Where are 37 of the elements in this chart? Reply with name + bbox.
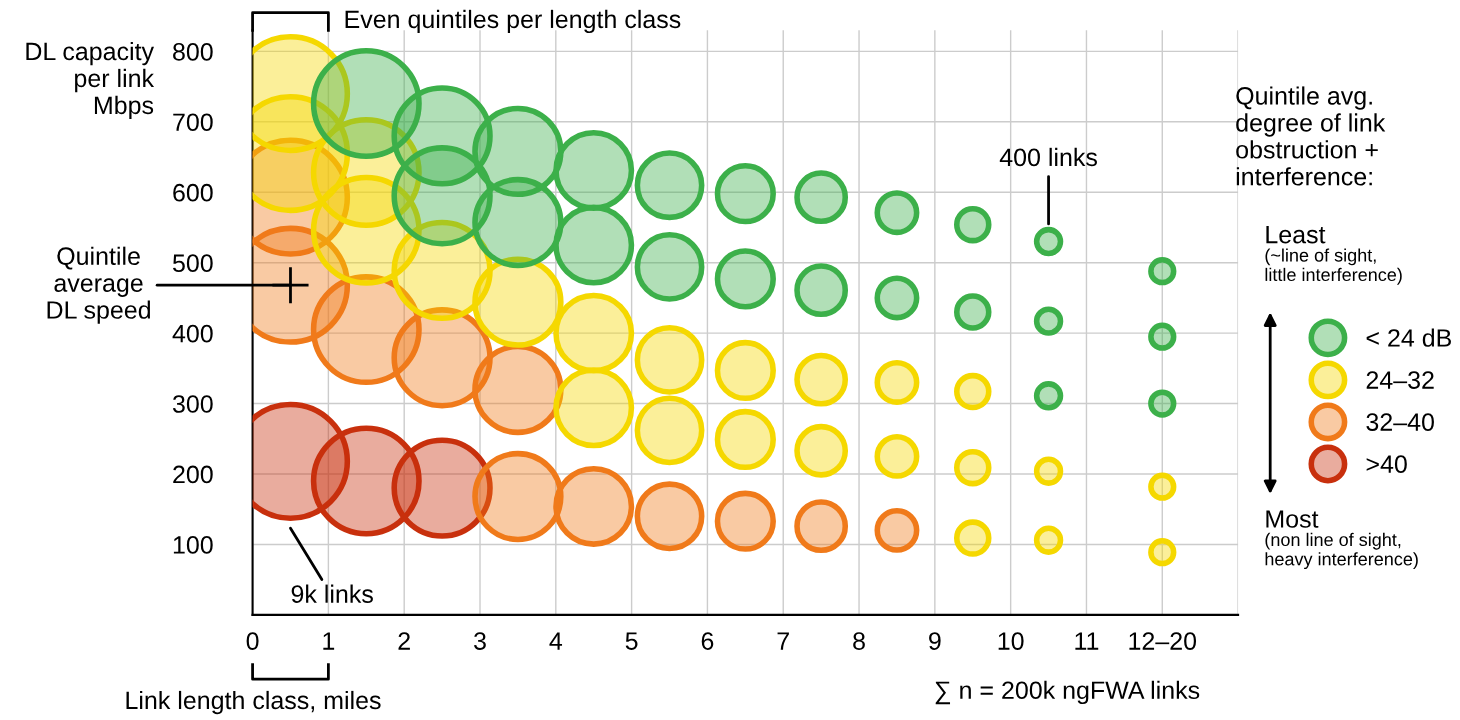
text: Least [1266, 226, 1326, 244]
y-tick-label: 400 [172, 324, 213, 343]
x-tick-label: 11 [1075, 632, 1099, 650]
y-tick-label: 300 [172, 395, 213, 413]
annotation: 400 links [999, 147, 1097, 167]
legend-label: >40 [1366, 455, 1407, 473]
text: ∑ n = 200k ngFWA links [935, 680, 1200, 705]
legend-label: < 24 dB [1366, 328, 1451, 347]
y-tick-label: 500 [172, 254, 213, 272]
annotation: Even quintiles per length class [345, 9, 681, 34]
x-axis-title: Link length class, miles [126, 690, 381, 715]
y-tick-label: 600 [173, 183, 213, 202]
x-tick-label: 7 [777, 632, 789, 650]
x-tick-label: 5 [625, 632, 638, 650]
legend-title: Quintile avg. degree of link obstruction + interference: [1236, 86, 1386, 186]
x-tick-label: 6 [701, 632, 714, 650]
x-tick-label: 1 [323, 632, 335, 650]
text: (non line of sight, heavy interference) [1265, 532, 1418, 570]
x-tick-label: 9 [929, 632, 941, 650]
y-tick-label: 800 [173, 42, 213, 61]
x-tick-label: 3 [474, 632, 486, 650]
x-tick-label: 2 [398, 632, 410, 650]
y-tick-label: 700 [173, 113, 213, 132]
x-tick-label: 0 [246, 632, 259, 650]
legend-label: 24–32 [1366, 371, 1434, 389]
text: Most [1266, 510, 1319, 528]
y-tick-label: 100 [173, 536, 213, 554]
text: (~line of sight, little interference) [1265, 248, 1402, 285]
y-tick-label: 200 [173, 465, 213, 484]
legend-label: 32–40 [1366, 413, 1434, 431]
y-axis-title: DL capacity per link Mbps [26, 41, 155, 120]
x-tick-label: 8 [853, 632, 865, 650]
x-tick-label: 12–20 [1129, 632, 1197, 650]
annotation: Quintile average DL speed [47, 246, 150, 324]
annotation: 9k links [291, 584, 373, 603]
x-tick-label: 4 [549, 632, 563, 650]
x-tick-label: 10 [998, 632, 1024, 650]
